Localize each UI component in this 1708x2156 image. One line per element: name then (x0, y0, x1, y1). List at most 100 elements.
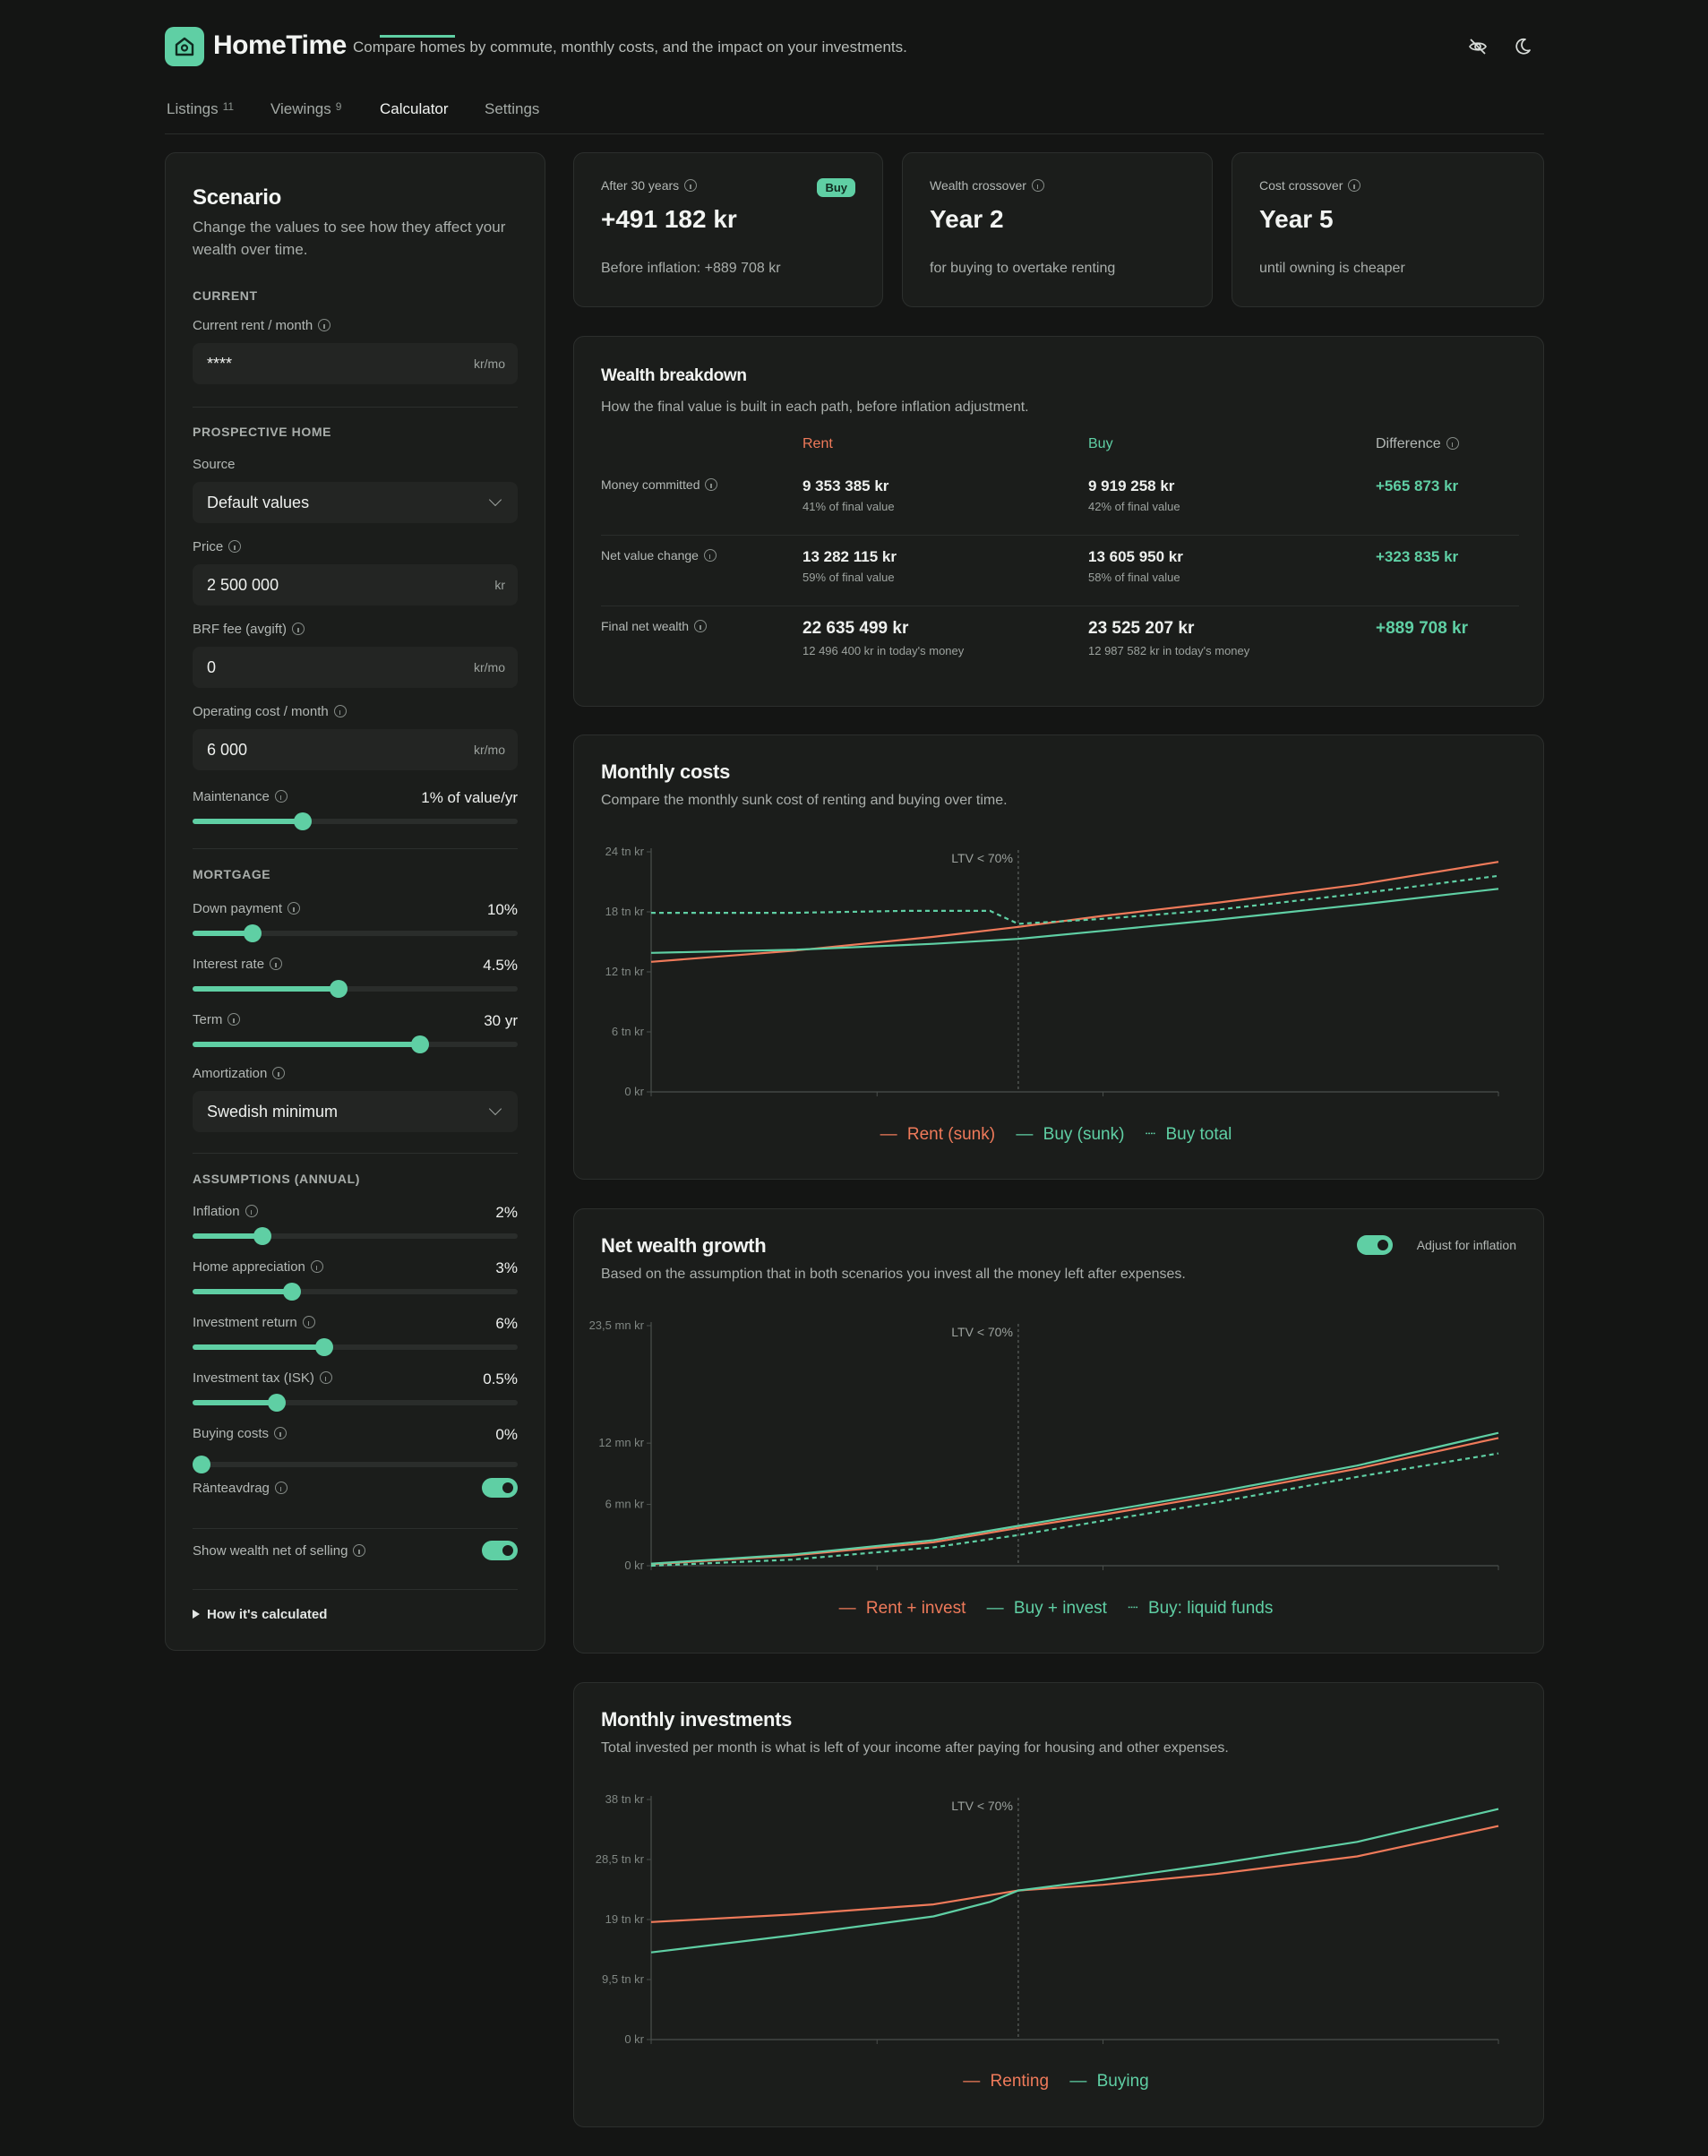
source-label: Source (193, 457, 236, 472)
interest-rate-value: 4.5% (483, 957, 518, 974)
legend-item: — Buy (sunk) (1016, 1125, 1125, 1144)
legend-item: — Renting (963, 2072, 1050, 2091)
tab-settings[interactable]: Settings (485, 100, 540, 117)
chart-legend: — Renting — Buying (574, 2072, 1543, 2092)
adjust-inflation-toggle[interactable] (1357, 1235, 1393, 1255)
info-icon[interactable] (353, 1544, 366, 1557)
how-calculated-disclosure[interactable]: How it's calculated (193, 1607, 327, 1622)
brf-fee-input[interactable]: 0 kr/mo (193, 647, 518, 688)
info-icon[interactable] (694, 620, 708, 632)
current-rent-input[interactable]: **** kr/mo (193, 343, 518, 384)
slider-thumb[interactable] (294, 812, 313, 830)
slider-thumb[interactable] (411, 1035, 430, 1053)
x-tick-label: 0 (648, 1099, 654, 1101)
prospective-heading: PROSPECTIVE HOME (193, 425, 332, 439)
info-icon[interactable] (1446, 437, 1459, 450)
slider-thumb[interactable] (315, 1338, 333, 1356)
info-icon[interactable] (1031, 179, 1044, 192)
inflation-slider[interactable] (193, 1227, 518, 1245)
buy-value: 23 525 207 kr (1088, 619, 1195, 638)
y-tick-label: 23,5 mn kr (589, 1319, 645, 1332)
series-line (650, 1437, 1499, 1566)
down-payment-label: Down payment (193, 901, 301, 916)
operating-cost-input[interactable]: 6 000 kr/mo (193, 729, 518, 770)
buying-costs-slider[interactable] (193, 1456, 518, 1473)
down-payment-slider[interactable] (193, 924, 518, 942)
info-icon[interactable] (684, 179, 698, 192)
app-header: HomeTime Compare homes by commute, month… (165, 25, 1544, 68)
slider-thumb[interactable] (253, 1227, 272, 1245)
info-icon[interactable] (274, 790, 288, 803)
info-icon[interactable] (288, 902, 301, 915)
investment-tax-slider[interactable] (193, 1394, 518, 1412)
tab-viewings[interactable]: Viewings 9 (270, 100, 342, 117)
tab-calculator[interactable]: Calculator (380, 100, 449, 117)
stat-subtext: until owning is cheaper (1259, 261, 1405, 276)
info-icon[interactable] (228, 540, 242, 553)
info-icon[interactable] (245, 1205, 258, 1217)
stat-label: After 30 years (601, 178, 680, 193)
maintenance-slider[interactable] (193, 812, 518, 830)
slider-thumb[interactable] (268, 1394, 287, 1412)
investment-tax-label: Investment tax (ISK) (193, 1370, 332, 1386)
rent-value: 9 353 385 kr (803, 477, 889, 494)
info-icon[interactable] (318, 319, 331, 331)
stat-value: Year 5 (1259, 205, 1334, 233)
slider-thumb[interactable] (193, 1456, 210, 1473)
divider (193, 1528, 518, 1529)
x-tick-label: 0 (648, 2047, 654, 2049)
slider-thumb[interactable] (330, 980, 348, 998)
moon-icon[interactable] (1512, 36, 1533, 57)
difference-value: +889 708 kr (1376, 619, 1469, 638)
price-input[interactable]: 2 500 000 kr (193, 564, 518, 606)
chevron-down-icon (488, 493, 502, 507)
net-wealth-card: Net wealth growth Based on the assumptio… (573, 1208, 1544, 1654)
ltv-marker-label: LTV < 70% (951, 851, 1013, 865)
info-icon[interactable] (310, 1260, 323, 1273)
buy-value: 9 919 258 kr (1088, 477, 1175, 494)
source-select[interactable]: Default values (193, 482, 518, 523)
amortization-select[interactable]: Swedish minimum (193, 1091, 518, 1132)
price-label: Price (193, 539, 242, 554)
ranteavdrag-toggle[interactable] (482, 1478, 518, 1498)
current-rent-label: Current rent / month (193, 318, 331, 333)
tab-listings[interactable]: Listings 11 (167, 100, 235, 117)
legend-item: ┈ Buy: liquid funds (1128, 1599, 1274, 1618)
ranteavdrag-label: Ränteavdrag (193, 1481, 288, 1496)
slider-thumb[interactable] (244, 924, 262, 942)
term-slider[interactable] (193, 1035, 518, 1053)
info-icon[interactable] (319, 1371, 332, 1384)
investment-return-slider[interactable] (193, 1338, 518, 1356)
home-appreciation-slider[interactable] (193, 1283, 518, 1301)
eye-off-icon[interactable] (1467, 36, 1489, 57)
chart-title: Monthly costs (601, 760, 730, 783)
app-name: HomeTime (213, 30, 347, 60)
info-icon[interactable] (302, 1316, 315, 1328)
investment-tax-value: 0.5% (483, 1370, 518, 1387)
stat-label: Cost crossover (1259, 178, 1343, 193)
info-icon[interactable] (274, 1427, 288, 1439)
net-wealth-chart: 0 kr 6 mn kr 12 mn kr 23,5 mn kr 0 8 16 30 LTV <… (589, 1319, 1506, 1575)
info-icon[interactable] (274, 1482, 288, 1494)
slider-thumb[interactable] (282, 1283, 301, 1301)
adjust-inflation-label: Adjust for inflation (1416, 1238, 1516, 1252)
info-icon[interactable] (703, 549, 717, 562)
interest-rate-slider[interactable] (193, 980, 518, 998)
info-icon[interactable] (272, 1067, 286, 1079)
inflation-value: 2% (495, 1204, 518, 1221)
info-icon[interactable] (292, 623, 305, 635)
info-icon[interactable] (1348, 179, 1361, 192)
y-tick-label: 28,5 tn kr (596, 1852, 645, 1866)
info-icon[interactable] (227, 1013, 241, 1026)
x-tick-label: 16 (1096, 1573, 1109, 1575)
info-icon[interactable] (270, 958, 283, 970)
interest-rate-label: Interest rate (193, 957, 283, 972)
info-icon[interactable] (333, 705, 347, 717)
inflation-label: Inflation (193, 1204, 258, 1219)
chart-legend: — Rent (sunk) — Buy (sunk) ┈ Buy total (574, 1124, 1543, 1145)
net-selling-toggle[interactable] (482, 1541, 518, 1560)
rent-value: 22 635 499 kr (803, 619, 909, 638)
rent-subvalue: 12 496 400 kr in today's money (803, 644, 965, 657)
info-icon[interactable] (705, 478, 718, 491)
app-tagline: Compare homes by commute, monthly costs,… (353, 39, 907, 56)
